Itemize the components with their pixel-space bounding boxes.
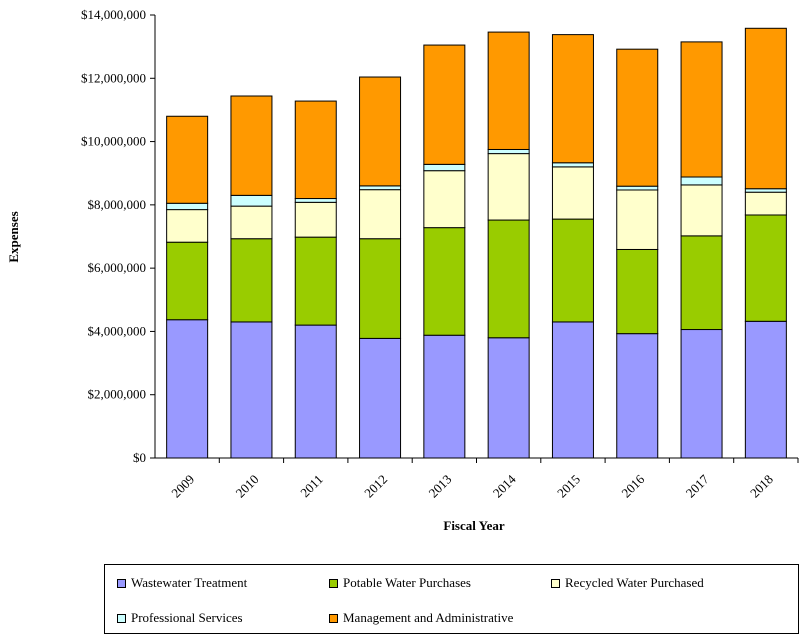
bar-segment [359, 238, 402, 339]
bar-segment [423, 163, 466, 172]
legend-swatch [329, 578, 338, 588]
bar-segment [680, 176, 723, 186]
y-axis-title: Expenses [6, 211, 21, 262]
legend-label: Professional Services [131, 610, 243, 625]
bar-segment [230, 194, 273, 207]
bar-segment [487, 153, 530, 221]
y-tick-group: $0 $2,000,000 $4,000,000 $6,000,000 $8,000,0… [81, 7, 155, 465]
bar-segment [744, 191, 787, 216]
bar-segment [487, 337, 530, 459]
bar-segment [166, 202, 209, 211]
legend-item: Management and Administrative [329, 610, 513, 626]
legend-swatch [117, 578, 126, 588]
bar-segment [166, 209, 209, 243]
bar-segment [680, 41, 723, 178]
x-axis-title: Fiscal Year [443, 518, 504, 533]
legend-label: Management and Administrative [343, 610, 514, 625]
bar-segment [616, 185, 659, 191]
bar-segment [359, 185, 402, 191]
bar-segment [487, 31, 530, 150]
x-tick-label: 2016 [618, 471, 647, 500]
legend-item: Professional Services [117, 610, 243, 626]
bar-segment [230, 321, 273, 459]
bar-segment [487, 148, 530, 155]
bar-segment [166, 115, 209, 204]
bar-segment [744, 214, 787, 322]
legend-item: Recycled Water Purchased [551, 575, 704, 591]
bar-segment [551, 162, 594, 168]
x-tick-label: 2018 [747, 472, 776, 501]
y-tick-label: $0 [133, 450, 146, 465]
bar-segment [487, 219, 530, 339]
bar-segment [616, 333, 659, 459]
y-tick-label: $12,000,000 [81, 70, 146, 85]
legend-label: Recycled Water Purchased [565, 575, 704, 590]
bar-segment [230, 205, 273, 240]
bar-segment [230, 95, 273, 196]
bar-segment [423, 227, 466, 336]
legend-label: Wastewater Treatment [131, 575, 248, 590]
x-tick-label: 2011 [297, 472, 326, 501]
x-tick-group: 2009 2010 2011 2012 2013 2014 2015 2016 2017 2018 [168, 458, 799, 501]
bar-segment [744, 188, 787, 193]
bar-segment [423, 170, 466, 229]
bar-segment [551, 218, 594, 323]
x-tick-label: 2009 [168, 472, 197, 501]
y-tick-label: $6,000,000 [88, 260, 147, 275]
bar-segment [423, 44, 466, 165]
legend-label: Potable Water Purchases [343, 575, 471, 590]
bar-segment [166, 319, 209, 459]
bar-group [166, 27, 787, 459]
bar-segment [359, 189, 402, 240]
y-tick-label: $2,000,000 [88, 387, 147, 402]
bar-segment [230, 238, 273, 323]
bar-segment [551, 166, 594, 220]
x-tick-label: 2014 [490, 471, 519, 500]
bar-segment [551, 321, 594, 459]
x-tick-label: 2012 [361, 472, 390, 501]
bar-segment [359, 337, 402, 459]
bar-segment [423, 334, 466, 459]
legend-swatch [329, 613, 338, 623]
bar-segment [294, 198, 337, 203]
bar-segment [359, 76, 402, 187]
bar-segment [294, 236, 337, 326]
bar-segment [166, 241, 209, 321]
y-tick-label: $4,000,000 [88, 323, 147, 338]
x-tick-label: 2017 [683, 471, 712, 500]
legend-swatch [551, 578, 560, 588]
bar-segment [680, 184, 723, 237]
bar-segment [744, 27, 787, 190]
bar-segment [680, 329, 723, 459]
bar-segment [294, 324, 337, 459]
bar-segment [551, 34, 594, 164]
y-tick-label: $8,000,000 [88, 197, 147, 212]
y-tick-label: $14,000,000 [81, 7, 146, 22]
legend: Wastewater Treatment Potable Water Purcha… [104, 564, 799, 634]
x-tick-label: 2015 [554, 472, 583, 501]
y-tick-label: $10,000,000 [81, 134, 146, 149]
legend-item: Potable Water Purchases [329, 575, 471, 591]
bar-segment [616, 248, 659, 335]
x-tick-label: 2013 [425, 472, 454, 501]
legend-swatch [117, 613, 126, 623]
x-tick-label: 2010 [233, 472, 262, 501]
legend-item: Wastewater Treatment [117, 575, 247, 591]
bar-segment [294, 100, 337, 200]
bar-segment [294, 201, 337, 238]
bar-segment [680, 235, 723, 331]
bar-segment [744, 320, 787, 459]
stacked-bar-chart: $0 $2,000,000 $4,000,000 $6,000,000 $8,000,0… [6, 7, 799, 533]
bar-segment [616, 48, 659, 187]
bar-segment [616, 189, 659, 250]
